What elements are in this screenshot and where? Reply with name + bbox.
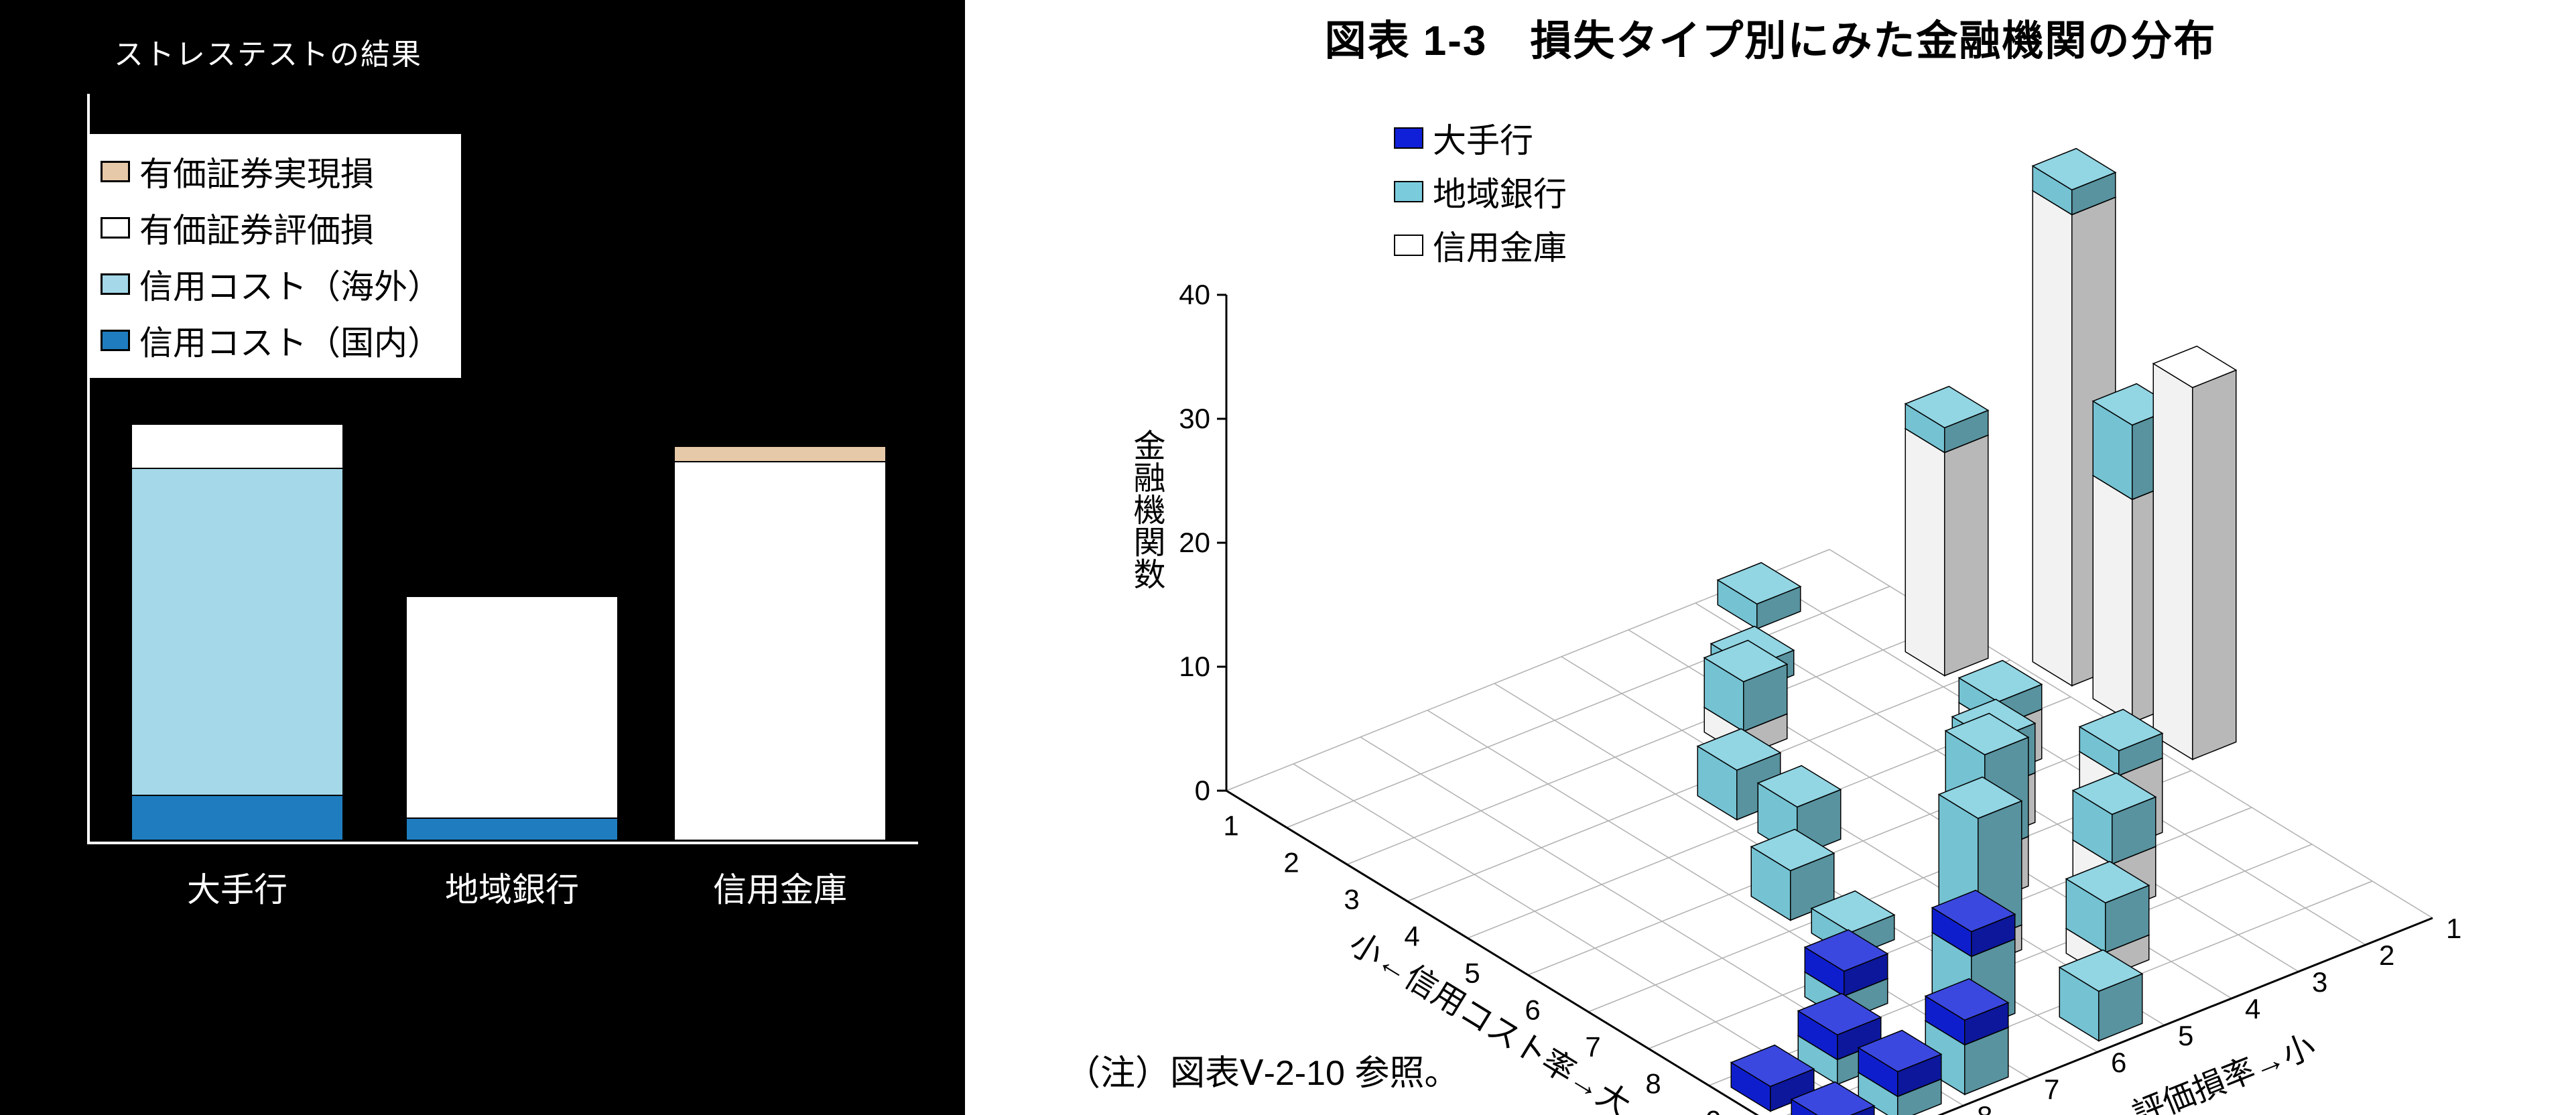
bar-face-front: [2093, 476, 2132, 723]
left-chart-panel: ストレステストの結果 有価証券実現損有価証券評価損信用コスト（海外）信用コスト（…: [0, 0, 1005, 1115]
x-tick-label: 5: [1464, 958, 1480, 989]
x-tick-label: 1: [1223, 810, 1238, 842]
z-tick-label: 10: [1179, 651, 1210, 682]
legend-swatch: [1394, 181, 1423, 202]
bar-x-label: 地域銀行: [445, 863, 579, 911]
left-chart-title: ストレステストの結果: [114, 30, 422, 73]
bar-segment: [407, 596, 617, 817]
z-tick-label: 0: [1195, 775, 1210, 806]
right-chart-panel: 図表 1-3 損失タイプ別にみた金融機関の分布 大手行地域銀行信用金庫 0102…: [965, 0, 2576, 1115]
z-tick-label: 30: [1179, 403, 1210, 434]
right-3d-svg: 010203040金融機関数12345678910小←信用コスト率→大10987…: [1072, 201, 2547, 972]
y-axis-label: 大←評価損率→小: [2068, 1029, 2320, 1115]
x-tick-label: 2: [1283, 847, 1299, 878]
x-tick-label: 9: [1705, 1105, 1721, 1115]
y-tick-label: 1: [2446, 913, 2461, 944]
legend-swatch: [1394, 127, 1423, 149]
x-tick-label: 7: [1585, 1031, 1600, 1063]
bar-segment: [132, 423, 342, 468]
bar-face-front: [1905, 429, 1945, 676]
right-3d-plot: 010203040金融機関数12345678910小←信用コスト率→大10987…: [1072, 201, 2547, 972]
bars-group: [1697, 149, 2236, 1115]
x-tick-label: 6: [1525, 994, 1540, 1026]
bar-segment: [675, 446, 885, 460]
y-tick-label: 6: [2111, 1047, 2126, 1078]
bar-segment: [132, 795, 342, 840]
legend-label: 大手行: [1433, 114, 1533, 162]
bar-face-front: [2033, 191, 2072, 686]
y-tick-label: 3: [2312, 966, 2327, 998]
y-tick-label: 4: [2245, 993, 2260, 1025]
bar-column: 地域銀行: [405, 594, 619, 842]
x-tick-label: 3: [1344, 884, 1359, 915]
z-tick-label: 20: [1179, 527, 1210, 558]
y-tick-label: 8: [1977, 1100, 1992, 1115]
bar-face-front: [2153, 364, 2193, 760]
x-tick-label: 8: [1645, 1068, 1661, 1100]
z-axis: [1217, 295, 1226, 791]
bar-x-label: 信用金庫: [713, 863, 847, 911]
x-tick-label: 4: [1404, 921, 1419, 952]
bar-column: 大手行: [130, 421, 344, 842]
y-tick-label: 7: [2044, 1073, 2059, 1105]
bar-segment: [132, 468, 342, 795]
left-bar-plot: 大手行地域銀行信用金庫: [87, 94, 918, 844]
bar-face-side: [1945, 435, 1988, 675]
bar-x-label: 大手行: [187, 863, 287, 911]
z-axis-label: 金融機関数: [1129, 429, 1165, 590]
z-tick-label: 40: [1179, 279, 1210, 310]
legend-item: 大手行: [1394, 114, 1567, 162]
bar-column: 信用金庫: [673, 444, 887, 842]
y-tick-label: 5: [2178, 1020, 2193, 1051]
bar-segment: [407, 817, 617, 840]
right-footnote: （注）図表Ⅴ-2-10 参照。: [1066, 1045, 1459, 1095]
bar-face-side: [2193, 370, 2236, 759]
right-chart-title: 図表 1-3 損失タイプ別にみた金融機関の分布: [965, 7, 2576, 67]
y-tick-label: 2: [2379, 939, 2394, 971]
bar-segment: [675, 461, 885, 840]
